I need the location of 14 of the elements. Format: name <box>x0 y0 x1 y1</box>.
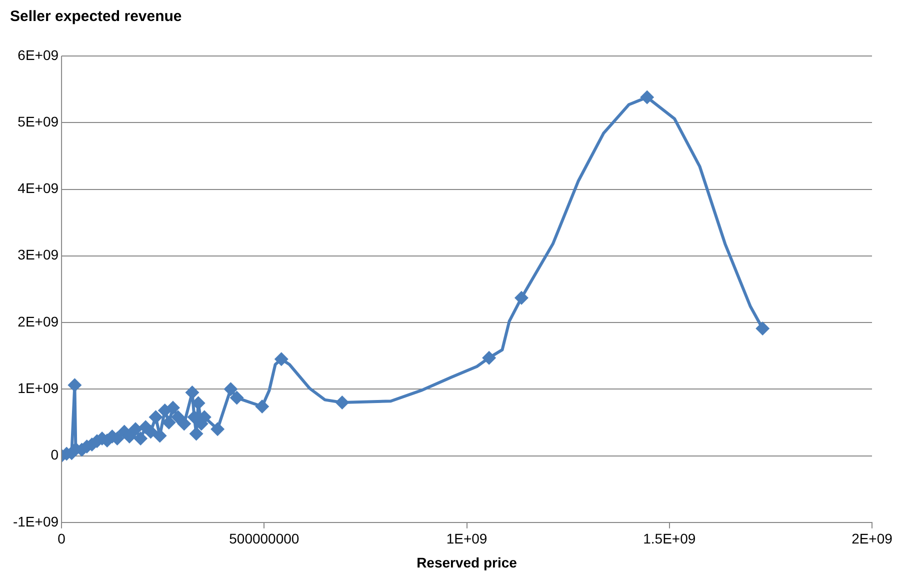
y-tick-label: 3E+09 <box>18 246 59 263</box>
y-tick-label: 2E+09 <box>18 313 59 330</box>
x-tick-label: 2E+09 <box>852 530 893 547</box>
x-tick-label: 1.5E+09 <box>643 530 696 547</box>
x-tick-label: 500000000 <box>229 530 300 547</box>
y-tick-label: 6E+09 <box>18 46 59 63</box>
y-tick-label: 1E+09 <box>18 380 59 396</box>
y-tick-label: 0 <box>50 446 59 463</box>
y-tick-label: 4E+09 <box>18 180 59 196</box>
y-tick-label: 5E+09 <box>18 113 59 130</box>
x-tick-label: 1E+09 <box>446 530 488 547</box>
x-axis-title: Reserved price <box>416 554 518 570</box>
chart-title: Seller expected revenue <box>10 8 182 26</box>
y-tick-label: -1E+09 <box>12 513 59 530</box>
